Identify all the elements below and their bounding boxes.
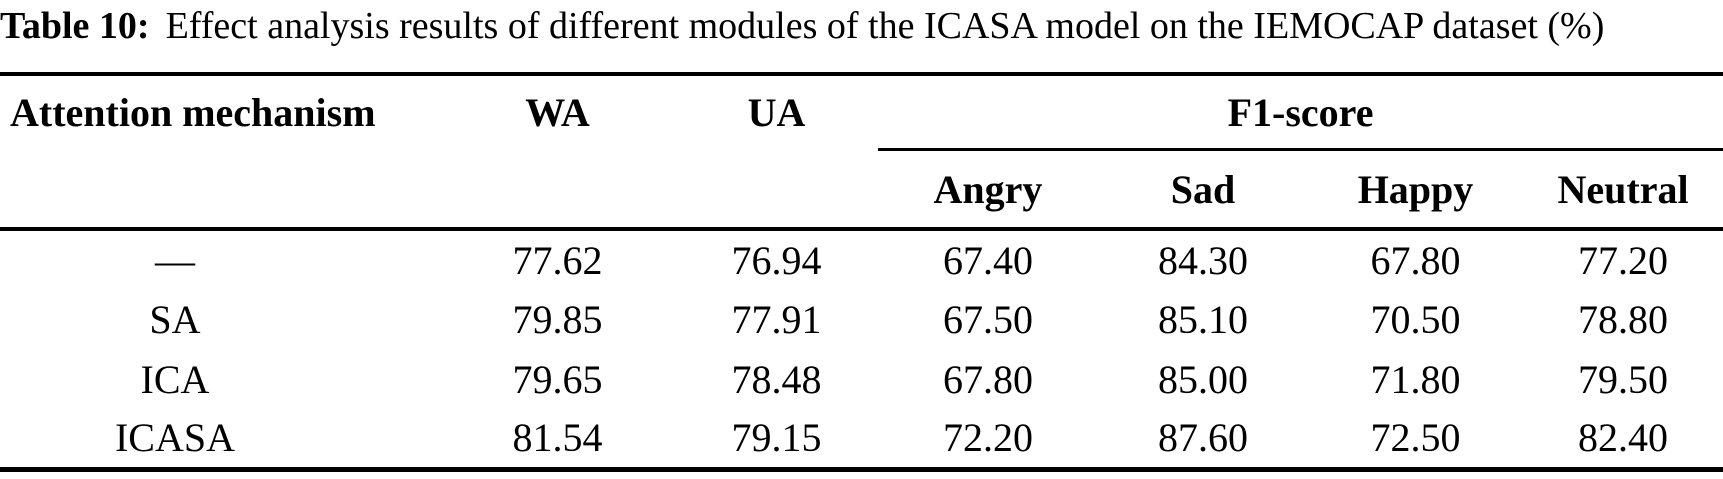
table-header: Attention mechanism WA UA F1-score Angry…	[0, 74, 1723, 231]
cell-wa: 79.65	[512, 356, 603, 402]
cell-f1-neutral: 82.40	[1578, 415, 1669, 461]
cell-mechanism: ICA	[140, 356, 210, 402]
results-table: Attention mechanism WA UA F1-score Angry…	[0, 72, 1723, 472]
cell-ua: 76.94	[731, 237, 822, 283]
table-row-icasa: ICASA 81.54 79.15 72.20 87.60 72.50 82.4…	[0, 409, 1723, 469]
cell-f1-neutral: 78.80	[1578, 296, 1669, 342]
header-row-main: Attention mechanism WA UA F1-score	[0, 74, 1723, 151]
cell-mechanism: —	[155, 237, 195, 283]
cell-f1-sad: 84.30	[1158, 237, 1248, 283]
cell-wa: 79.85	[512, 296, 603, 342]
table-caption-text: Effect analysis results of different mod…	[165, 5, 1605, 47]
cell-f1-angry: 72.20	[943, 415, 1033, 461]
cell-f1-happy: 67.80	[1370, 237, 1461, 283]
table-body: — 77.62 76.94 67.40 84.30 67.80 77.20 SA…	[0, 229, 1723, 469]
header-spacer-ua	[675, 149, 878, 231]
table-caption: Table 10: Effect analysis results of diff…	[0, 2, 1723, 50]
header-f1-happy: Happy	[1308, 149, 1523, 231]
table-row-baseline: — 77.62 76.94 67.40 84.30 67.80 77.20	[0, 229, 1723, 289]
cell-f1-neutral: 79.50	[1578, 356, 1669, 402]
table-row-sa: SA 79.85 77.91 67.50 85.10 70.50 78.80	[0, 289, 1723, 349]
cell-f1-angry: 67.40	[943, 237, 1033, 283]
cell-f1-happy: 70.50	[1370, 296, 1461, 342]
cell-mechanism: SA	[149, 296, 201, 342]
cell-f1-happy: 71.80	[1370, 356, 1461, 402]
cell-ua: 78.48	[731, 356, 822, 402]
cell-f1-sad: 85.00	[1158, 356, 1248, 402]
cell-wa: 81.54	[512, 415, 603, 461]
cell-ua: 77.91	[731, 296, 822, 342]
cell-wa: 77.62	[512, 237, 603, 283]
cell-mechanism: ICASA	[114, 415, 236, 461]
header-wa: WA	[525, 90, 590, 136]
header-f1-angry: Angry	[878, 149, 1098, 231]
header-f1-score-group: F1-score	[878, 74, 1723, 151]
cell-f1-happy: 72.50	[1370, 415, 1461, 461]
table-row-ica: ICA 79.65 78.48 67.80 85.00 71.80 79.50	[0, 349, 1723, 409]
header-attention-mechanism: Attention mechanism	[10, 90, 376, 136]
cell-f1-angry: 67.80	[943, 356, 1033, 402]
cell-ua: 79.15	[731, 415, 822, 461]
header-f1-sad: Sad	[1098, 149, 1308, 231]
cell-f1-sad: 87.60	[1158, 415, 1248, 461]
cell-f1-angry: 67.50	[943, 296, 1033, 342]
header-spacer-attention	[0, 149, 440, 231]
header-f1-neutral: Neutral	[1523, 149, 1723, 231]
cell-f1-neutral: 77.20	[1578, 237, 1669, 283]
header-spacer-wa	[440, 149, 675, 231]
cell-f1-sad: 85.10	[1158, 296, 1248, 342]
header-row-f1-sub: Angry Sad Happy Neutral	[0, 149, 1723, 231]
header-ua: UA	[747, 90, 806, 136]
table-caption-label: Table 10:	[0, 5, 150, 47]
